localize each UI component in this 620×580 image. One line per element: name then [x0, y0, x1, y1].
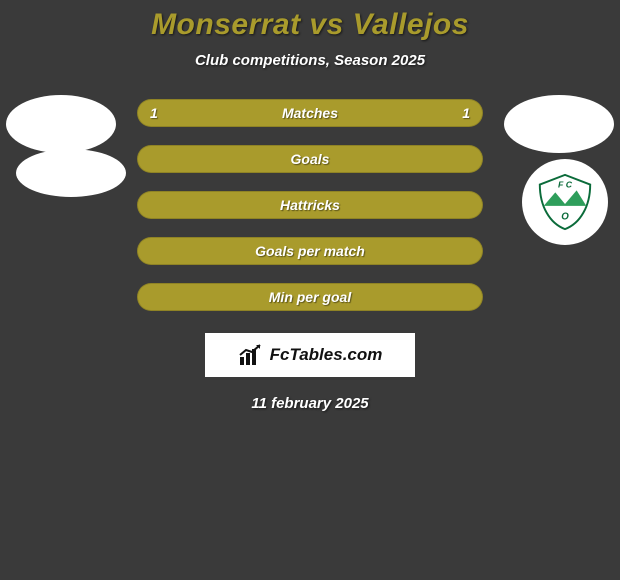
stats-area: F C O 1 Matches 1 Goals Hattricks — [0, 99, 620, 412]
player-avatar-left-1 — [6, 95, 116, 153]
watermark-text: FcTables.com — [270, 345, 383, 365]
player-avatar-left-2 — [16, 149, 126, 197]
page-title: Monserrat vs Vallejos — [0, 8, 620, 42]
watermark-chart-icon — [238, 343, 264, 367]
main-container: Monserrat vs Vallejos Club competitions,… — [0, 0, 620, 580]
stat-bar-min-per-goal: Min per goal — [137, 283, 483, 311]
stat-label: Matches — [282, 105, 338, 121]
player-avatar-right — [504, 95, 614, 153]
svg-text:O: O — [561, 211, 569, 222]
stat-label: Hattricks — [280, 197, 340, 213]
svg-text:F C: F C — [558, 179, 573, 189]
club-crest-icon: F C O — [534, 171, 596, 233]
watermark: FcTables.com — [205, 333, 415, 377]
page-subtitle: Club competitions, Season 2025 — [0, 52, 620, 69]
stat-label: Goals per match — [255, 243, 365, 259]
stat-bar-matches: 1 Matches 1 — [137, 99, 483, 127]
stat-bar-hattricks: Hattricks — [137, 191, 483, 219]
stat-bars: 1 Matches 1 Goals Hattricks Goals per ma… — [137, 99, 483, 311]
stat-bar-goals: Goals — [137, 145, 483, 173]
stat-label: Min per goal — [269, 289, 351, 305]
footer-date: 11 february 2025 — [0, 395, 620, 412]
stat-value-left: 1 — [150, 105, 158, 121]
club-badge-right: F C O — [522, 159, 608, 245]
stat-value-right: 1 — [462, 105, 470, 121]
stat-bar-goals-per-match: Goals per match — [137, 237, 483, 265]
stat-label: Goals — [291, 151, 330, 167]
